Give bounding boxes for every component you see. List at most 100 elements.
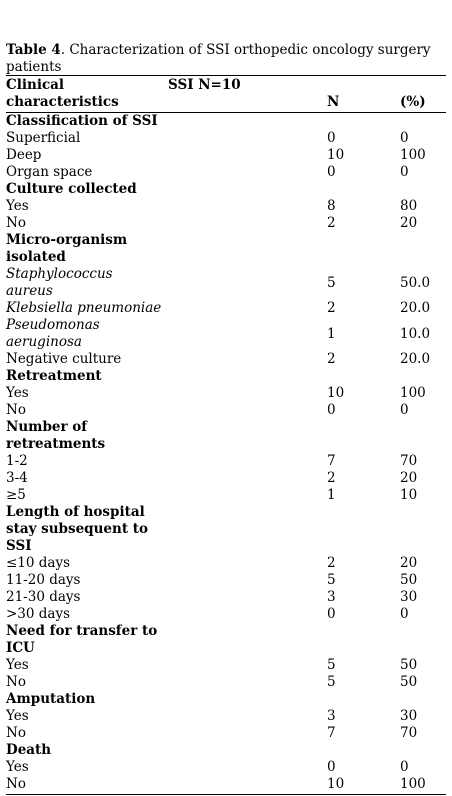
n-value: 1 [327, 487, 336, 503]
pct-value: 50 [400, 657, 418, 673]
section-row: Micro-organism isolated [6, 232, 446, 266]
row-label: Klebsiella pneumoniae [6, 300, 166, 317]
n-value: 0 [327, 759, 336, 775]
section-row: Retreatment [6, 368, 446, 385]
pct-value: 100 [400, 385, 426, 401]
table-row: No 5 50 [6, 674, 446, 691]
row-label: Yes [6, 385, 166, 402]
row-label: No [6, 215, 166, 232]
pct-value: 50.0 [400, 274, 431, 291]
row-label: Superficial [6, 130, 166, 147]
row-label-line: Yes [6, 708, 29, 724]
n-value: 0 [327, 402, 336, 418]
n-value: 5 [327, 274, 336, 291]
n-value: 2 [327, 555, 336, 571]
n-value: 10 [327, 776, 345, 792]
caption-text: . Characterization of SSI orthopedic onc… [6, 42, 431, 75]
table-bottom-rule [6, 794, 446, 795]
pct-value: 0 [400, 402, 409, 418]
row-label: >30 days [6, 606, 166, 623]
header-col1: Clinical characteristics [6, 77, 166, 111]
row-label: Yes [6, 759, 166, 776]
n-value: 10 [327, 385, 345, 401]
pct-value: 20.0 [400, 300, 431, 316]
table-header: Clinical characteristics SSI N=10 N (%) [6, 77, 446, 111]
row-label: 21-30 days [6, 589, 166, 606]
section-row: Culture collected [6, 181, 446, 198]
row-label-line: SSI [6, 538, 32, 554]
row-label-line: retreatments [6, 436, 106, 452]
n-value: 10 [327, 147, 345, 163]
row-label-line: aeruginosa [6, 334, 82, 350]
table-row: Yes 10 100 [6, 385, 446, 402]
table-row: Organ space 0 0 [6, 164, 446, 181]
n-value: 2 [327, 470, 336, 486]
table-row: 21-30 days 3 30 [6, 589, 446, 606]
row-label: Yes [6, 708, 166, 725]
n-value: 0 [327, 164, 336, 180]
row-label: Pseudomonas aeruginosa [6, 317, 166, 351]
pct-value: 0 [400, 130, 409, 146]
row-label: Staphylococcus aureus [6, 266, 166, 300]
section-row: Death [6, 742, 446, 759]
row-label-line: stay subsequent to [6, 521, 149, 537]
row-label: 1-2 [6, 453, 166, 470]
table-row: Staphylococcus aureus 5 50.0 [6, 266, 446, 300]
n-value: 0 [327, 606, 336, 622]
row-label-line: Deep [6, 147, 42, 163]
row-label-line: 11-20 days [6, 572, 81, 588]
pct-value: 10 [400, 487, 418, 503]
n-value: 0 [327, 130, 336, 146]
section-row: Amputation [6, 691, 446, 708]
row-label-line: isolated [6, 249, 66, 265]
row-label-line: Length of hospital [6, 504, 145, 520]
table-row: ≤10 days 2 20 [6, 555, 446, 572]
row-label-line: Organ space [6, 164, 93, 180]
row-label-line: No [6, 776, 26, 792]
n-value: 5 [327, 657, 336, 673]
pct-value: 30 [400, 708, 418, 724]
header-ssi: SSI N=10 [168, 77, 241, 93]
header-col1-line: characteristics [6, 94, 119, 110]
table-row: 11-20 days 5 50 [6, 572, 446, 589]
table-row: Yes 3 30 [6, 708, 446, 725]
n-value: 7 [327, 453, 336, 469]
row-label-line: ≤10 days [6, 555, 71, 571]
table-row: Yes 0 0 [6, 759, 446, 776]
row-label: Classification of SSI [6, 113, 166, 130]
n-value: 3 [327, 589, 336, 605]
row-label-line: ICU [6, 640, 35, 656]
row-label-line: ≥5 [6, 487, 26, 503]
table-row: No 0 0 [6, 402, 446, 419]
table-row: No 2 20 [6, 215, 446, 232]
section-row: Need for transfer to ICU [6, 623, 446, 657]
row-label: ≥5 [6, 487, 166, 504]
section-row: Number of retreatments [6, 419, 446, 453]
table-row: Negative culture 2 20.0 [6, 351, 446, 368]
row-label-line: Negative culture [6, 351, 122, 367]
table-row: 1-2 7 70 [6, 453, 446, 470]
row-label-line: No [6, 725, 26, 741]
row-label: ≤10 days [6, 555, 166, 572]
row-label-line: Death [6, 742, 52, 758]
table-row: Klebsiella pneumoniae 2 20.0 [6, 300, 446, 317]
header-pct: (%) [400, 94, 426, 110]
row-label-line: 3-4 [6, 470, 28, 486]
row-label: Number of retreatments [6, 419, 166, 453]
table-row: No 10 100 [6, 776, 446, 793]
pct-value: 20 [400, 470, 418, 486]
pct-value: 70 [400, 453, 418, 469]
table-row: >30 days 0 0 [6, 606, 446, 623]
table-top-rule [6, 75, 446, 76]
pct-value: 20.0 [400, 351, 431, 367]
section-row: Classification of SSI [6, 113, 446, 130]
row-label-line: Retreatment [6, 368, 102, 384]
row-label: 11-20 days [6, 572, 166, 589]
row-label: Death [6, 742, 166, 759]
row-label-line: Yes [6, 759, 29, 775]
table-row: Superficial 0 0 [6, 130, 446, 147]
row-label-line: No [6, 215, 26, 231]
caption-label: Table 4 [6, 42, 61, 58]
table-row: ≥5 1 10 [6, 487, 446, 504]
table-row: Deep 10 100 [6, 147, 446, 164]
